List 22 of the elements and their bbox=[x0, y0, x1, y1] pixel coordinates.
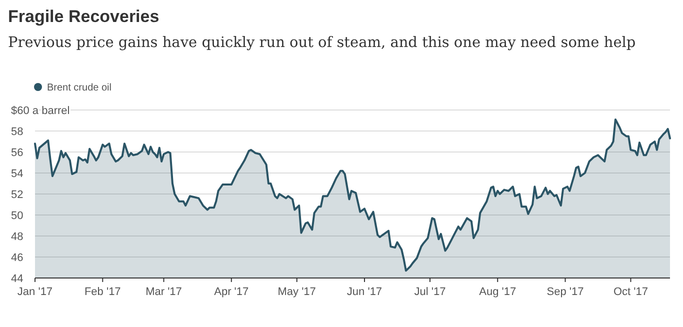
y-tick-label: 52 bbox=[11, 188, 24, 201]
chart-subtitle: Previous price gains have quickly run out of steam, and this one may need some help bbox=[8, 35, 636, 51]
legend-label: Brent crude oil bbox=[47, 82, 112, 94]
x-tick-label: Jun '17 bbox=[346, 286, 382, 298]
y-tick-label: 54 bbox=[11, 168, 24, 180]
x-tick-label: Sep '17 bbox=[546, 286, 584, 298]
chart-title: Fragile Recoveries bbox=[8, 7, 160, 26]
y-tick-label: 56 bbox=[11, 146, 24, 159]
x-tick-label: Aug '17 bbox=[479, 286, 516, 298]
y-tick-label: $60 a barrel bbox=[11, 104, 70, 117]
x-tick-label: Mar '17 bbox=[146, 286, 182, 298]
y-tick-label: 44 bbox=[11, 272, 24, 285]
y-tick-label: 46 bbox=[11, 252, 24, 264]
y-tick-label: 48 bbox=[11, 230, 24, 243]
x-tick-label: Oct '17 bbox=[613, 286, 648, 298]
x-tick-label: Jan '17 bbox=[17, 286, 53, 298]
y-tick-label: 58 bbox=[11, 126, 24, 138]
x-tick-label: Apr '17 bbox=[214, 286, 249, 298]
x-tick-label: Feb '17 bbox=[84, 286, 121, 298]
x-tick-label: Jul '17 bbox=[414, 286, 446, 298]
y-tick-label: 50 bbox=[11, 210, 24, 222]
x-tick-label: May '17 bbox=[278, 286, 316, 298]
